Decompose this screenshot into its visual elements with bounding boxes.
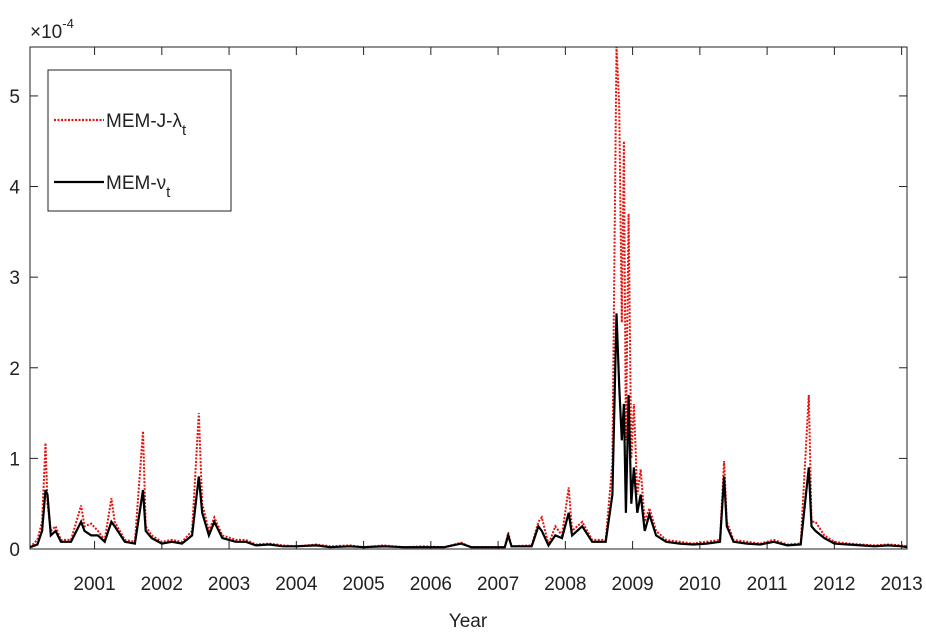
x-tick-label: 2009 (611, 574, 653, 595)
y-tick-label: 4 (9, 178, 20, 199)
axes-box (29, 46, 908, 550)
legend-label: MEM-νt (106, 173, 171, 201)
y-scale-base: ×10 (30, 22, 62, 43)
x-tick-label: 2005 (342, 574, 384, 595)
x-tick-label: 2011 (747, 574, 788, 595)
legend-subscript: t (166, 184, 171, 201)
x-tick-label: 2006 (410, 574, 452, 595)
legend-subscript: t (182, 122, 187, 139)
x-tick-label: 2013 (880, 574, 922, 595)
series-line (29, 313, 908, 549)
x-tick-label: 2004 (275, 574, 318, 595)
y-tick-label: 1 (9, 449, 20, 470)
legend-name: MEM-J-λ (106, 111, 182, 132)
legend-label: MEM-J-λt (106, 111, 187, 139)
y-scale: ×10-4 (30, 16, 74, 43)
x-tick-label: 2008 (544, 574, 586, 595)
y-tick-label: 0 (9, 540, 20, 561)
x-axis-label: Year (449, 611, 488, 632)
legend-name: MEM-ν (106, 173, 166, 194)
y-tick-label: 5 (9, 87, 20, 108)
y-tick-label: 3 (9, 268, 20, 289)
x-tick-label: 2003 (208, 574, 250, 595)
x-tick-label: 2001 (73, 574, 115, 595)
y-scale-exponent: -4 (62, 16, 74, 31)
legend-box (47, 69, 232, 212)
x-tick-label: 2010 (679, 574, 721, 595)
x-tick-label: 2002 (141, 574, 183, 595)
x-tick-label: 2007 (477, 574, 519, 595)
x-tick-label: 2012 (813, 574, 855, 595)
y-tick-label: 2 (9, 359, 20, 380)
